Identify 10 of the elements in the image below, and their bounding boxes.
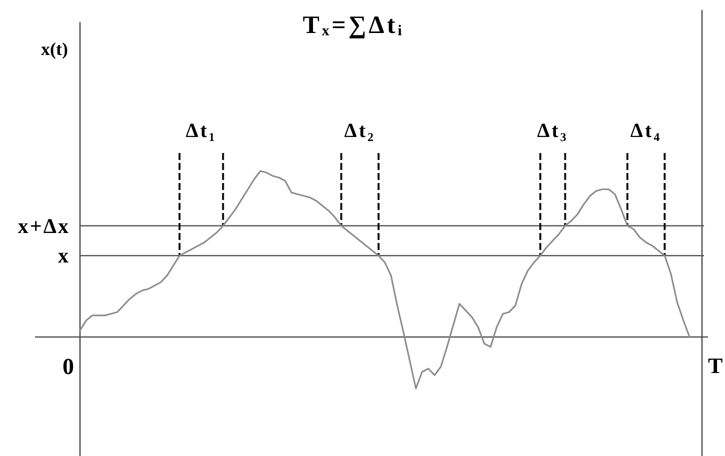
chart-title: Tₓ=∑Δtᵢ	[302, 12, 405, 39]
ref-line-label: x+Δx	[18, 214, 70, 238]
text: Δt₁	[186, 120, 217, 142]
x-axis-title: T	[708, 353, 723, 378]
text: x(t)	[41, 39, 68, 59]
text: Δt₂	[344, 120, 376, 142]
text: Δt₄	[630, 120, 662, 142]
text: Δt₃	[537, 120, 568, 142]
text: 0	[62, 354, 74, 379]
ref-line-label: x	[58, 244, 70, 268]
